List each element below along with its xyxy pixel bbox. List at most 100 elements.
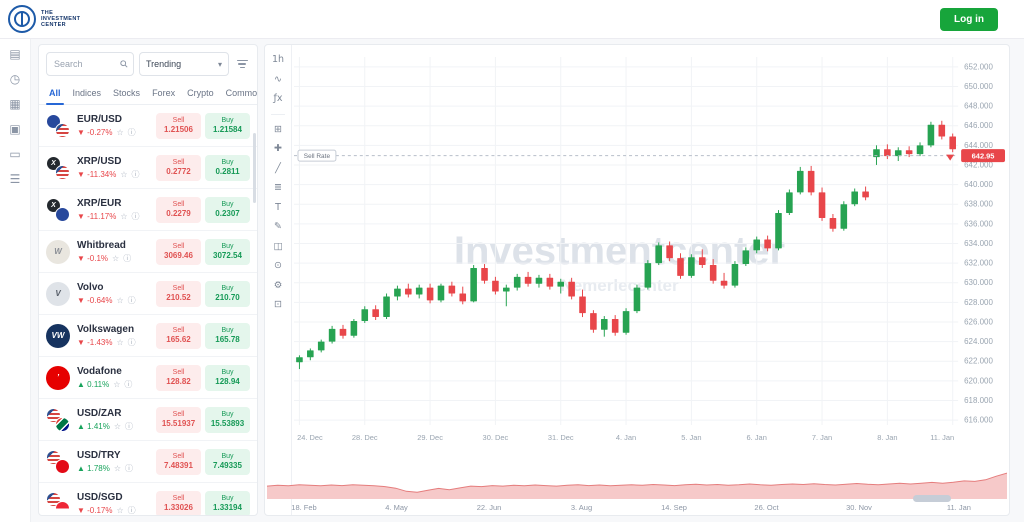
sell-button[interactable]: Sell 1.21506: [156, 112, 201, 139]
crosshair-icon[interactable]: ✚: [274, 143, 282, 154]
usd-try-flags-icon: [46, 449, 70, 474]
watchlist-item[interactable]: EUR/USD ▼ -0.27% ☆ ⓘ Sell 1.21506 Buy 1.21…: [39, 105, 257, 147]
text-annotation-icon[interactable]: T: [275, 201, 281, 213]
watchlist-item[interactable]: W Whitbread ▼ -0.1% ☆ ⓘ Sell 3069.46 Buy 3…: [39, 231, 257, 273]
info-icon[interactable]: ⓘ: [127, 295, 136, 305]
sell-button[interactable]: Sell 0.2279: [156, 196, 201, 223]
sell-button[interactable]: Sell 1.33026: [156, 490, 201, 515]
price-change: ▲ 1.41%: [77, 421, 110, 431]
watchlist-item[interactable]: VW Volkswagen ▼ -1.43% ☆ ⓘ Sell 165.62 Bu…: [39, 315, 257, 357]
buy-button[interactable]: Buy 7.49335: [205, 448, 250, 475]
markets-icon[interactable]: ▤: [9, 47, 21, 61]
tab-crypto[interactable]: Crypto: [187, 88, 214, 98]
buy-button[interactable]: Buy 15.53893: [205, 406, 250, 433]
info-icon[interactable]: ⓘ: [125, 463, 133, 473]
search-box[interactable]: [46, 52, 134, 76]
buy-button[interactable]: Buy 3072.54: [205, 238, 250, 265]
sell-button[interactable]: Sell 0.2772: [156, 154, 201, 181]
brush-icon[interactable]: ✎: [274, 221, 282, 232]
sell-button[interactable]: Sell 128.82: [156, 364, 201, 391]
info-icon[interactable]: ⓘ: [124, 379, 133, 389]
watchlist-item[interactable]: USD/ZAR ▲ 1.41% ☆ ⓘ Sell 15.51937 Buy 15.5…: [39, 399, 257, 441]
trendline-icon[interactable]: ╱: [275, 162, 281, 174]
sell-button[interactable]: Sell 15.51937: [156, 406, 201, 433]
star-icon[interactable]: ☆: [120, 169, 128, 179]
orders-icon[interactable]: ▣: [9, 122, 21, 136]
star-icon[interactable]: ☆: [113, 421, 121, 431]
svg-text:7. Jan: 7. Jan: [812, 433, 832, 442]
svg-text:624.000: 624.000: [964, 337, 993, 346]
buy-button[interactable]: Buy 1.21584: [205, 112, 250, 139]
navigator-scrollbar-handle[interactable]: [913, 495, 951, 502]
sell-button[interactable]: Sell 165.62: [156, 322, 201, 349]
tab-indices[interactable]: Indices: [72, 88, 102, 98]
buy-button[interactable]: Buy 0.2811: [205, 154, 250, 181]
info-icon[interactable]: ⓘ: [127, 505, 136, 515]
buy-button[interactable]: Buy 210.70: [205, 280, 250, 307]
svg-text:626.000: 626.000: [964, 317, 993, 326]
star-icon[interactable]: ☆: [112, 253, 120, 263]
sell-button[interactable]: Sell 210.52: [156, 280, 201, 307]
fibonacci-icon[interactable]: ≣: [274, 182, 282, 193]
price-change: ▲ 1.78%: [77, 463, 110, 473]
star-icon[interactable]: ☆: [113, 463, 121, 473]
compare-icon[interactable]: ⊞: [274, 123, 282, 135]
interval-1h-button[interactable]: 1h: [271, 54, 285, 65]
info-icon[interactable]: ⓘ: [127, 127, 136, 137]
login-button[interactable]: Log in: [940, 8, 998, 31]
tab-forex[interactable]: Forex: [152, 88, 176, 98]
trending-dropdown[interactable]: Trending ▾: [139, 52, 229, 76]
info-icon[interactable]: ⓘ: [127, 337, 136, 347]
search-input[interactable]: [52, 58, 117, 70]
logo[interactable]: THE INVESTMENT CENTER: [8, 5, 80, 33]
watchlist-item[interactable]: USD/SGD ▼ -0.17% ☆ ⓘ Sell 1.33026 Buy 1.33…: [39, 483, 257, 515]
watchlist-item[interactable]: ’ Vodafone ▲ 0.11% ☆ ⓘ Sell 128.82 Buy 128…: [39, 357, 257, 399]
watchlist-item[interactable]: USD/TRY ▲ 1.78% ☆ ⓘ Sell 7.48391 Buy 7.493…: [39, 441, 257, 483]
buy-button[interactable]: Buy 128.94: [205, 364, 250, 391]
info-icon[interactable]: ⓘ: [123, 253, 132, 263]
instrument-meta: Whitbread ▼ -0.1% ☆ ⓘ: [77, 240, 152, 264]
star-icon[interactable]: ☆: [116, 295, 124, 305]
watch-history-icon[interactable]: ◷: [9, 72, 21, 86]
app-rail: ▤ ◷ ▦ ▣ ▭ ☰: [0, 38, 31, 522]
indicators-icon[interactable]: ƒx: [273, 93, 283, 104]
sell-button[interactable]: Sell 7.48391: [156, 448, 201, 475]
tab-all[interactable]: All: [43, 82, 67, 105]
candlestick-chart[interactable]: 616.000 618.000 620.000 622.000 624.000 626.0…: [292, 49, 1007, 463]
info-icon[interactable]: ⓘ: [131, 169, 140, 179]
star-icon[interactable]: ☆: [120, 211, 128, 221]
star-icon[interactable]: ☆: [116, 505, 124, 515]
chart-plot-area[interactable]: Investmentcenter Nemerlecenter 616.000 61…: [292, 49, 1007, 463]
navigator-area-chart[interactable]: [267, 465, 1007, 499]
snapshot-icon[interactable]: ⊙: [274, 260, 282, 271]
filter-icon[interactable]: [234, 56, 250, 72]
star-icon[interactable]: ☆: [116, 127, 124, 137]
portfolio-icon[interactable]: ▦: [9, 97, 21, 111]
navigator-date-label: 11. Jan: [946, 503, 971, 512]
fullscreen-icon[interactable]: ⊡: [274, 299, 282, 310]
buy-button[interactable]: Buy 0.2307: [205, 196, 250, 223]
info-icon[interactable]: ⓘ: [125, 421, 133, 431]
navigator-date-label: 3. Aug: [570, 503, 593, 512]
buy-button[interactable]: Buy 1.33194: [205, 490, 250, 515]
tab-stocks[interactable]: Stocks: [113, 88, 141, 98]
watchlist-panel: Trending ▾ All Indices Stocks Forex Crypto Co…: [38, 44, 258, 516]
info-icon[interactable]: ⓘ: [131, 211, 140, 221]
settings-icon[interactable]: ⚙: [273, 279, 283, 291]
chart-navigator[interactable]: 18. Feb 4. May 22. Jun 3. Aug 14. Sep 26. Oct…: [267, 465, 1007, 513]
star-icon[interactable]: ☆: [116, 337, 124, 347]
svg-text:Sell Rate: Sell Rate: [304, 153, 331, 160]
tab-commodities[interactable]: Commodities: [225, 88, 258, 98]
news-icon[interactable]: ☰: [9, 172, 21, 186]
watchlist-item[interactable]: V Volvo ▼ -0.64% ☆ ⓘ Sell 210.52 Buy 210.7…: [39, 273, 257, 315]
usd-sgd-flags-icon: [46, 491, 70, 515]
sell-button[interactable]: Sell 3069.46: [156, 238, 201, 265]
templates-icon[interactable]: ◫: [273, 240, 283, 252]
star-icon[interactable]: ☆: [113, 379, 121, 389]
buy-button[interactable]: Buy 165.78: [205, 322, 250, 349]
calendar-icon[interactable]: ▭: [9, 147, 21, 161]
chart-type-icon[interactable]: ∿: [274, 73, 282, 85]
watchlist-scrollbar[interactable]: [253, 133, 256, 203]
